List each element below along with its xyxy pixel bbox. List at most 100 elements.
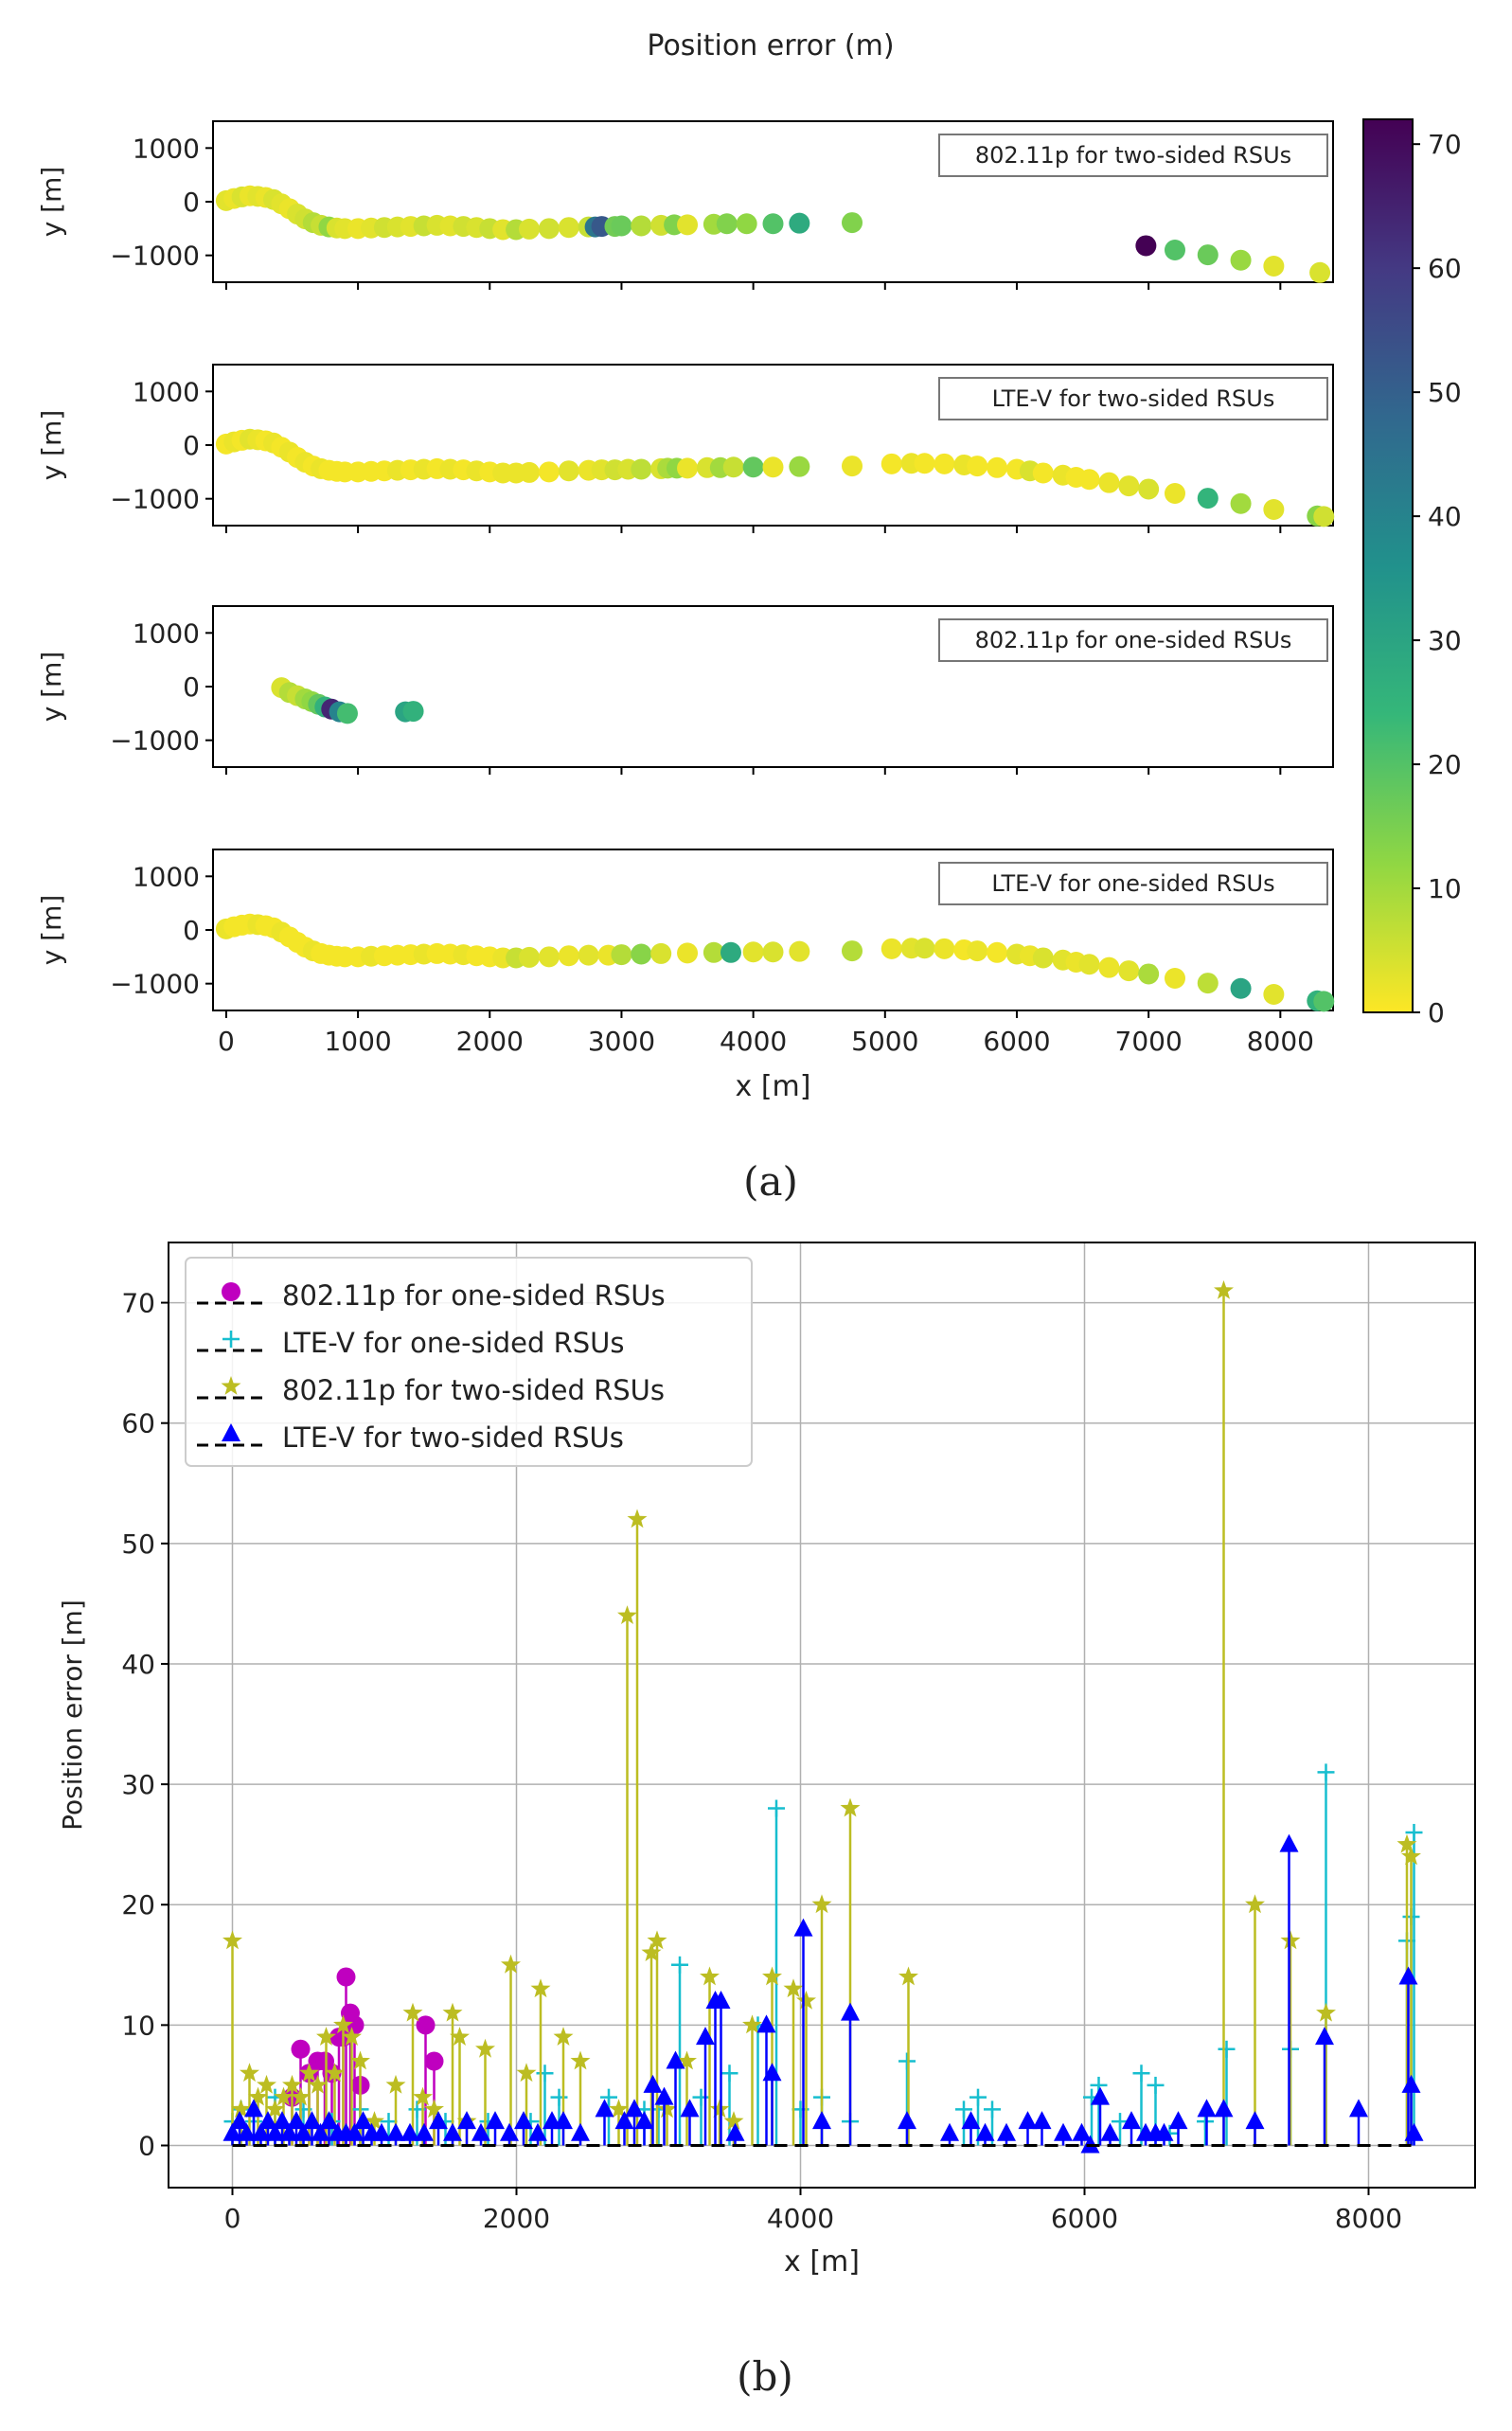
stem-marker: [386, 2122, 405, 2141]
stem-marker: [311, 2122, 330, 2141]
stem-marker: [240, 2063, 259, 2082]
y-tick-label: 60: [121, 1408, 155, 1439]
stem-marker: [486, 2111, 505, 2130]
scatter-point: [1313, 506, 1335, 527]
stem-marker: [475, 2038, 495, 2058]
stem-marker: [617, 1605, 637, 1624]
scatter-point: [1135, 235, 1157, 257]
stem-marker: [742, 2014, 762, 2034]
scatter-point: [558, 460, 579, 482]
legend-label: 802.11p for one-sided RSUs: [282, 1279, 666, 1312]
scatter-point: [762, 213, 784, 235]
stem-marker: [898, 2052, 916, 2070]
scatter-point: [1197, 488, 1218, 509]
x-tick-label: 6000: [1051, 2203, 1118, 2234]
stem-marker: [969, 2088, 987, 2106]
scatter-point: [720, 941, 741, 963]
stem-marker: [680, 2099, 700, 2118]
y-tick-label: −1000: [110, 484, 200, 515]
y-tick-label: 40: [121, 1649, 155, 1680]
x-tick-label: 1000: [324, 1026, 391, 1057]
stem-marker: [709, 2099, 730, 2118]
stem-marker: [516, 2063, 537, 2082]
stem-marker: [1018, 2111, 1038, 2130]
x-tick-label: 5000: [851, 1026, 918, 1057]
stem-marker: [237, 2122, 257, 2141]
stem-marker: [316, 2027, 336, 2046]
stem-marker: [654, 2086, 674, 2105]
stem-marker: [898, 2111, 916, 2130]
scatter-point: [1118, 960, 1140, 982]
stem-marker: [997, 2122, 1016, 2141]
scatter-point: [519, 946, 541, 968]
scatter-point: [631, 943, 652, 965]
stem-marker: [796, 1990, 816, 2010]
stem-marker: [841, 2002, 860, 2021]
stem-marker: [308, 2074, 328, 2094]
scatter-point: [742, 941, 764, 963]
stem-marker: [222, 2122, 242, 2141]
panel-legend-box: [938, 618, 1328, 662]
y-axis-label: y [m]: [36, 167, 67, 238]
scatter-point: [1230, 249, 1252, 271]
stem-marker: [424, 2051, 444, 2071]
stem-marker: [365, 2111, 384, 2130]
colorbar-tick-label: 40: [1428, 501, 1462, 532]
stem-marker: [1280, 1930, 1301, 1950]
legend-marker: [222, 1282, 240, 1301]
scatter-point: [538, 461, 560, 483]
scatter-point: [1164, 968, 1185, 989]
stem-marker: [402, 2002, 423, 2022]
stem-marker: [1197, 2099, 1217, 2118]
x-tick-label: 4000: [720, 1026, 787, 1057]
stem-marker: [1122, 2111, 1141, 2130]
y-axis-label: Position error [m]: [57, 1600, 88, 1831]
scatter-point: [934, 453, 955, 474]
legend: 802.11p for one-sided RSUs LTE-V for one-…: [185, 1257, 753, 1467]
stem-marker: [457, 2111, 476, 2130]
stem-marker: [1245, 1894, 1265, 1914]
stem-marker: [413, 2086, 433, 2106]
scatter-point: [1078, 469, 1100, 491]
legend-label: 802.11p for two-sided RSUs: [282, 1374, 665, 1406]
stem-marker: [1132, 2065, 1150, 2082]
scatter-point: [762, 456, 784, 478]
y-axis-label: y [m]: [36, 410, 67, 481]
stem-marker: [783, 1978, 804, 1998]
scatter-point: [703, 941, 724, 963]
scatter-point: [842, 940, 863, 962]
stem-marker: [643, 2074, 663, 2093]
colorbar-tick-label: 50: [1428, 377, 1462, 408]
y-tick-label: 10: [121, 2010, 155, 2041]
y-tick-label: 20: [121, 1889, 155, 1921]
scatter-point: [1230, 492, 1252, 514]
stem-marker: [666, 2050, 685, 2069]
stem-marker: [1279, 1833, 1299, 1852]
stem-marker: [333, 2014, 353, 2034]
stem-marker: [634, 2111, 654, 2130]
stem-marker: [1317, 1763, 1335, 1781]
panel-legend-label: 802.11p for two-sided RSUs: [975, 142, 1291, 169]
scatter-point: [578, 944, 599, 966]
stem-marker: [230, 2111, 249, 2130]
stem-marker: [1396, 1833, 1417, 1853]
stem-marker: [528, 2122, 547, 2141]
stem-marker: [251, 2122, 271, 2141]
stem-marker: [442, 2002, 463, 2022]
scatter-point: [1164, 240, 1185, 260]
scatter-point: [789, 456, 810, 477]
stem-marker: [793, 1918, 813, 1937]
y-axis-label: y [m]: [36, 652, 67, 723]
y-tick-label: 1000: [133, 617, 200, 649]
stem-marker: [1214, 2099, 1234, 2118]
stem-marker: [671, 1956, 688, 1974]
stem-marker: [265, 2122, 285, 2141]
stem-marker: [570, 2050, 591, 2070]
panel-legend-box: [938, 134, 1328, 177]
x-tick-label: 3000: [588, 1026, 655, 1057]
stem-marker: [1112, 2113, 1129, 2131]
x-tick-label: 0: [224, 2203, 241, 2234]
figure-a-title: Position error (m): [647, 29, 894, 63]
panel-legend-label: LTE-V for one-sided RSUs: [991, 870, 1274, 897]
scatter-point: [842, 456, 863, 477]
